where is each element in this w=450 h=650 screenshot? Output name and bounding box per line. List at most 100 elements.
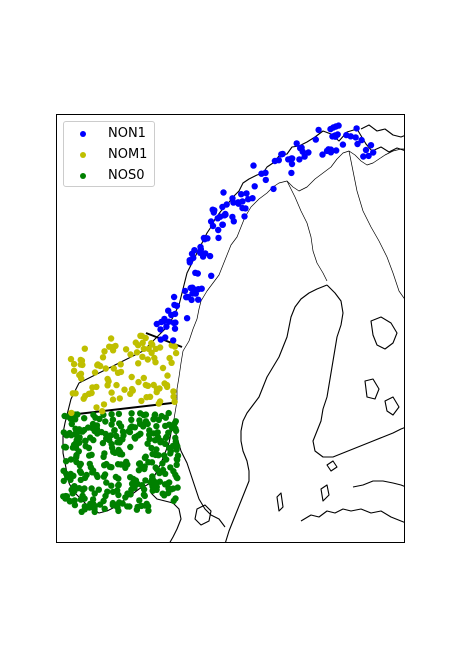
- station-point-nos0: [142, 453, 149, 460]
- station-point-non1: [220, 189, 227, 196]
- station-point-nos0: [140, 491, 148, 498]
- station-point-nom1: [156, 398, 164, 405]
- station-point-nom1: [143, 394, 150, 401]
- station-point-nos0: [108, 421, 115, 428]
- station-point-non1: [160, 318, 167, 325]
- legend-label-nom1: NOM1: [108, 147, 148, 162]
- station-point-nom1: [106, 343, 113, 350]
- station-point-nom1: [145, 345, 152, 352]
- legend-item-nom1: NOM1: [64, 146, 154, 164]
- station-point-nos0: [95, 486, 103, 493]
- station-point-nom1: [140, 374, 147, 382]
- station-point-nos0: [111, 427, 118, 434]
- station-point-non1: [163, 323, 170, 330]
- station-point-nos0: [67, 476, 74, 483]
- station-point-non1: [165, 318, 173, 325]
- station-point-nos0: [91, 508, 98, 516]
- station-point-non1: [229, 213, 236, 221]
- station-point-nos0: [165, 480, 172, 487]
- station-point-non1: [367, 142, 375, 149]
- station-point-nos0: [150, 416, 157, 423]
- station-point-nom1: [72, 390, 79, 397]
- station-point-non1: [299, 148, 306, 155]
- station-point-nos0: [91, 490, 98, 497]
- station-point-nos0: [67, 415, 74, 422]
- station-point-nom1: [93, 404, 100, 411]
- legend-marker-non1: [80, 131, 86, 137]
- station-point-non1: [210, 209, 217, 216]
- station-point-nom1: [139, 339, 146, 346]
- station-point-nos0: [89, 420, 97, 428]
- station-point-nom1: [144, 356, 151, 363]
- station-point-nos0: [67, 456, 75, 463]
- station-point-nom1: [70, 367, 78, 374]
- station-point-non1: [279, 150, 286, 158]
- station-point-nos0: [174, 443, 181, 450]
- station-point-nos0: [108, 482, 115, 489]
- station-point-nos0: [113, 432, 120, 440]
- station-point-nos0: [115, 481, 122, 488]
- station-point-nom1: [99, 354, 107, 361]
- coastline-lakes: [364, 378, 400, 416]
- station-point-non1: [215, 226, 222, 234]
- station-point-nos0: [72, 439, 80, 447]
- station-point-nos0: [162, 434, 170, 441]
- station-point-nos0: [100, 453, 107, 460]
- station-point-nos0: [108, 411, 115, 418]
- station-point-nos0: [81, 415, 88, 422]
- station-point-nos0: [107, 432, 114, 439]
- station-point-nos0: [162, 470, 169, 477]
- station-point-nos0: [94, 473, 101, 481]
- station-point-nos0: [148, 444, 155, 452]
- station-point-nom1: [67, 355, 75, 363]
- station-point-non1: [197, 246, 205, 253]
- station-point-nos0: [153, 446, 160, 453]
- station-point-nos0: [152, 483, 159, 490]
- station-point-nom1: [138, 397, 145, 405]
- station-point-non1: [327, 125, 334, 133]
- station-point-non1: [358, 136, 365, 144]
- station-point-nos0: [124, 503, 131, 510]
- station-point-nom1: [171, 398, 178, 405]
- station-point-non1: [215, 234, 222, 242]
- station-point-nos0: [165, 409, 172, 417]
- station-point-nom1: [121, 386, 128, 393]
- coastline-estonia: [352, 480, 404, 488]
- station-point-nos0: [131, 434, 138, 441]
- legend-marker-nom1: [80, 152, 86, 158]
- station-point-nos0: [124, 490, 131, 497]
- station-point-nos0: [155, 452, 162, 459]
- station-point-nos0: [140, 486, 148, 493]
- station-point-nos0: [82, 443, 89, 450]
- station-point-nos0: [151, 437, 159, 444]
- station-point-nos0: [109, 488, 117, 496]
- border-sweden-finland: [286, 180, 328, 282]
- station-point-nos0: [149, 450, 156, 458]
- station-point-nos0: [69, 444, 77, 451]
- station-point-nos0: [88, 451, 95, 458]
- coastline-gotland: [320, 484, 330, 502]
- station-point-non1: [360, 153, 367, 160]
- station-point-non1: [181, 287, 189, 295]
- map-canvas: [60, 122, 404, 542]
- station-point-nom1: [78, 375, 85, 382]
- station-point-non1: [312, 136, 319, 143]
- station-point-non1: [362, 146, 370, 154]
- station-point-non1: [230, 199, 237, 206]
- station-point-nom1: [77, 356, 84, 364]
- coastline-aland: [326, 460, 338, 472]
- station-point-nom1: [164, 372, 171, 379]
- station-point-nos0: [66, 497, 74, 505]
- station-point-non1: [242, 205, 249, 212]
- station-point-nos0: [116, 439, 123, 446]
- station-point-nos0: [167, 448, 174, 455]
- station-point-nos0: [68, 486, 75, 494]
- station-point-non1: [238, 191, 245, 198]
- station-point-nos0: [102, 492, 109, 500]
- legend: NON1 NOM1 NOS0: [63, 121, 155, 187]
- station-point-non1: [186, 257, 193, 264]
- station-point-non1: [192, 269, 199, 276]
- station-point-non1: [353, 125, 360, 132]
- station-point-nos0: [91, 427, 98, 435]
- station-point-nos0: [137, 410, 144, 417]
